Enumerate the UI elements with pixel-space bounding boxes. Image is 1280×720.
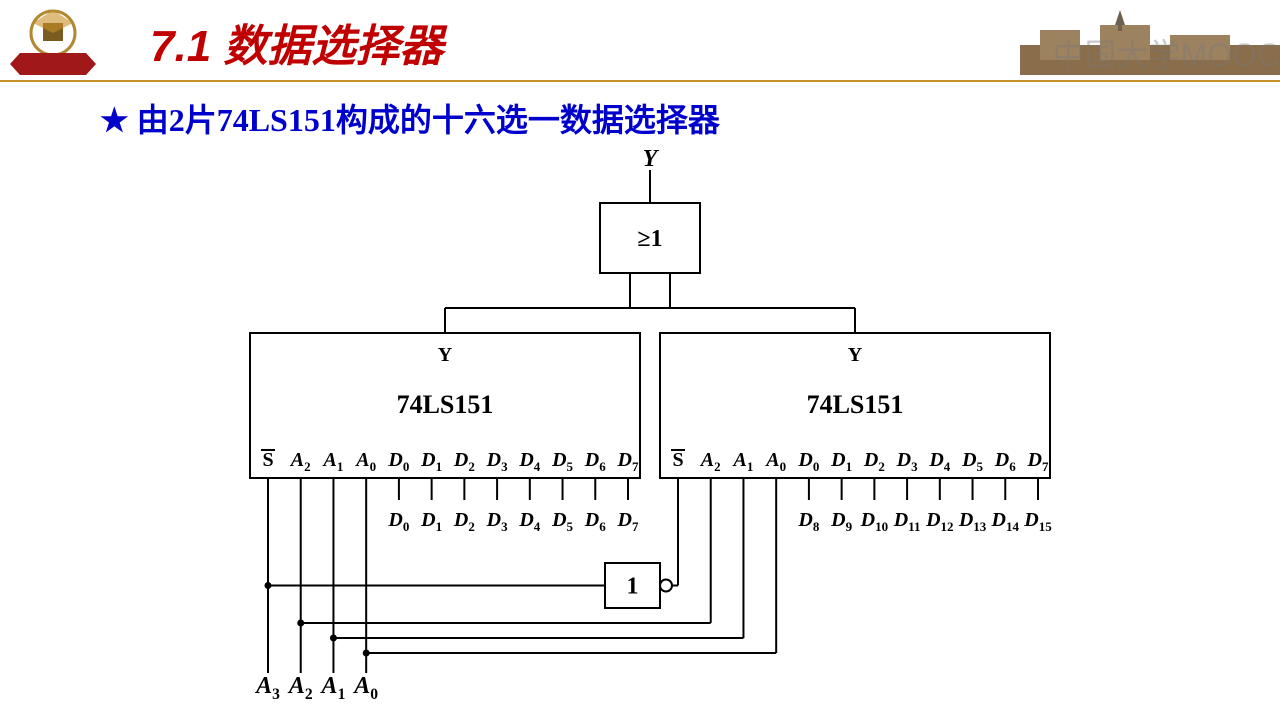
svg-text:≥1: ≥1 (637, 226, 662, 252)
svg-text:Y: Y (438, 344, 453, 366)
svg-text:D7: D7 (617, 449, 639, 474)
svg-text:D6: D6 (584, 449, 606, 474)
subtitle-text: 由2片74LS151构成的十六选一数据选择器 (137, 102, 720, 138)
svg-text:D15: D15 (1023, 509, 1052, 534)
svg-text:S: S (672, 449, 683, 471)
circuit-diagram: Y≥1Y74LS151SA2A1A0D0D1D2D3D4D5D6D7D0D1D2… (230, 148, 1080, 708)
svg-text:A2: A2 (287, 673, 313, 703)
svg-text:A0: A0 (352, 673, 378, 703)
svg-text:D1: D1 (830, 449, 852, 474)
svg-text:D12: D12 (925, 509, 953, 534)
svg-text:D1: D1 (420, 509, 442, 534)
svg-text:S: S (262, 449, 273, 471)
watermark-text: 中国大学MOOC (1052, 30, 1280, 76)
svg-text:A1: A1 (322, 449, 344, 474)
svg-text:D2: D2 (863, 449, 885, 474)
svg-text:D6: D6 (584, 509, 606, 534)
svg-text:A1: A1 (320, 673, 346, 703)
svg-text:D0: D0 (797, 449, 819, 474)
svg-text:D0: D0 (387, 509, 409, 534)
svg-text:A2: A2 (699, 449, 721, 474)
svg-text:74LS151: 74LS151 (807, 390, 904, 419)
svg-text:A3: A3 (254, 673, 280, 703)
svg-text:D14: D14 (991, 509, 1020, 534)
svg-text:D5: D5 (961, 449, 983, 474)
svg-text:D5: D5 (551, 449, 573, 474)
svg-text:A0: A0 (354, 449, 376, 474)
svg-text:D4: D4 (928, 449, 950, 474)
svg-text:1: 1 (627, 574, 639, 600)
svg-text:D7: D7 (1027, 449, 1049, 474)
svg-text:D2: D2 (453, 449, 475, 474)
svg-text:D11: D11 (893, 509, 921, 534)
slide-subtitle: ★由2片74LS151构成的十六选一数据选择器 (100, 95, 720, 141)
svg-text:D4: D4 (518, 449, 540, 474)
svg-text:D1: D1 (420, 449, 442, 474)
svg-text:A2: A2 (289, 449, 311, 474)
section-title: 7.1 数据选择器 (150, 10, 443, 74)
svg-text:D5: D5 (551, 509, 573, 534)
svg-text:D8: D8 (797, 509, 819, 534)
svg-text:D13: D13 (958, 509, 987, 534)
svg-text:D10: D10 (860, 509, 888, 534)
svg-text:A0: A0 (764, 449, 786, 474)
svg-text:Y: Y (848, 344, 863, 366)
svg-text:D6: D6 (994, 449, 1016, 474)
svg-text:D7: D7 (617, 509, 639, 534)
svg-text:D3: D3 (486, 509, 508, 534)
svg-text:Y: Y (643, 148, 660, 172)
svg-text:D3: D3 (486, 449, 508, 474)
svg-text:D4: D4 (518, 509, 540, 534)
university-logo (5, 5, 100, 80)
star-bullet: ★ (100, 101, 129, 139)
svg-text:74LS151: 74LS151 (397, 390, 494, 419)
svg-text:D9: D9 (830, 509, 852, 534)
svg-text:A1: A1 (732, 449, 754, 474)
slide-header: 7.1 数据选择器 中国大学MOOC (0, 0, 1280, 82)
svg-text:D3: D3 (896, 449, 918, 474)
svg-text:D0: D0 (387, 449, 409, 474)
svg-text:D2: D2 (453, 509, 475, 534)
